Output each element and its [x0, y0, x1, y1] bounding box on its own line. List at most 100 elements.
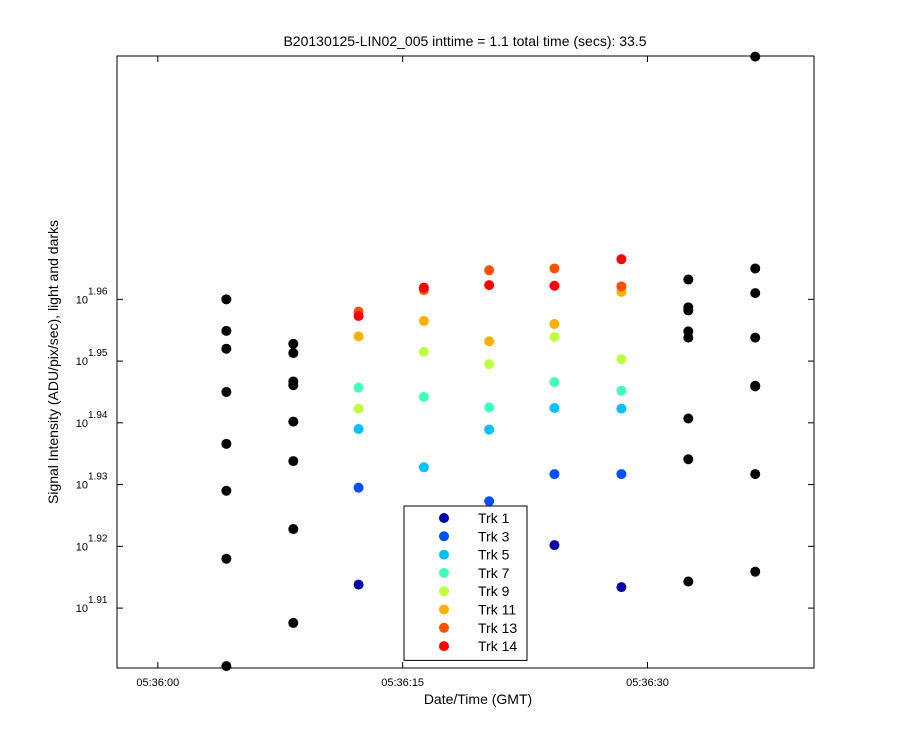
- legend-label: Trk 13: [478, 620, 517, 636]
- data-point-dark: [221, 294, 232, 305]
- data-point-trk-7: [616, 385, 627, 396]
- y-tick-label-base: 10: [76, 356, 88, 368]
- data-point-trk-5: [484, 424, 495, 435]
- data-point-trk-14: [616, 254, 627, 265]
- legend-box: [403, 505, 528, 661]
- data-point-dark: [288, 380, 299, 391]
- legend-label: Trk 5: [478, 547, 510, 563]
- data-point-dark: [288, 338, 299, 349]
- data-point-dark: [221, 343, 232, 354]
- legend-marker: [439, 586, 449, 597]
- legend-marker: [439, 604, 449, 615]
- data-point-trk-3: [616, 469, 627, 480]
- data-point-trk-1: [616, 582, 627, 593]
- data-point-trk-13: [616, 281, 627, 292]
- data-point-trk-3: [353, 482, 364, 493]
- data-point-dark: [683, 274, 694, 285]
- legend-label: Trk 14: [478, 638, 517, 654]
- data-point-trk-1: [549, 540, 560, 551]
- data-point-trk-11: [418, 315, 429, 326]
- data-point-trk-9: [549, 331, 560, 342]
- data-point-dark: [683, 332, 694, 343]
- y-tick-label-exponent: 1.95: [88, 348, 108, 359]
- chart-title: B20130125-LIN02_005 inttime = 1.1 total …: [283, 33, 646, 49]
- legend-marker: [439, 641, 449, 652]
- data-point-dark: [750, 381, 761, 392]
- legend-marker: [439, 531, 449, 542]
- legend-label: Trk 9: [478, 583, 510, 599]
- y-tick-label-base: 10: [76, 294, 88, 306]
- data-point-trk-7: [353, 382, 364, 393]
- data-point-dark: [221, 485, 232, 496]
- y-tick-label-base: 10: [76, 603, 88, 615]
- data-point-trk-9: [353, 403, 364, 414]
- legend-label: Trk 11: [478, 602, 516, 618]
- data-point-trk-7: [484, 402, 495, 413]
- data-point-dark: [221, 553, 232, 564]
- data-point-dark: [750, 332, 761, 343]
- y-tick-label-exponent: 1.93: [88, 472, 108, 483]
- legend-label: Trk 7: [478, 565, 510, 581]
- data-point-trk-11: [484, 336, 495, 347]
- data-point-dark: [288, 416, 299, 427]
- data-point-trk-13: [549, 263, 560, 274]
- data-point-dark: [221, 386, 232, 397]
- data-point-dark: [683, 454, 694, 465]
- data-point-dark: [750, 288, 761, 299]
- data-point-dark: [750, 566, 761, 577]
- y-tick-label-base: 10: [76, 480, 88, 492]
- x-tick-label: 05:36:30: [626, 677, 669, 689]
- x-tick-label: 05:36:15: [381, 677, 424, 689]
- data-point-trk-14: [418, 282, 429, 293]
- data-point-trk-5: [418, 462, 429, 473]
- data-point-trk-5: [549, 403, 560, 414]
- legend-marker: [439, 567, 449, 578]
- data-point-trk-7: [549, 377, 560, 388]
- y-tick-label-exponent: 1.92: [88, 533, 108, 544]
- legend-marker: [439, 622, 449, 633]
- data-point-trk-14: [484, 280, 495, 291]
- data-point-dark: [750, 469, 761, 480]
- data-point-trk-13: [484, 265, 495, 276]
- data-point-trk-3: [549, 469, 560, 480]
- x-tick-label: 05:36:00: [136, 677, 179, 689]
- legend-marker: [439, 513, 449, 523]
- data-point-dark: [288, 456, 299, 467]
- legend: Trk 1 Trk 3 Trk 5 Trk 7 Trk 9 Trk 11 Trk 13 Trk…: [403, 505, 528, 661]
- data-point-dark: [288, 348, 299, 359]
- y-axis-label: Signal Intensity (ADU/pix/sec), light an…: [45, 220, 61, 504]
- data-point-trk-14: [549, 280, 560, 291]
- data-points: [221, 51, 761, 672]
- data-point-trk-5: [353, 424, 364, 435]
- data-point-trk-9: [616, 354, 627, 365]
- data-point-dark: [288, 524, 299, 535]
- legend-label: Trk 3: [478, 528, 510, 544]
- data-point-dark: [750, 51, 761, 62]
- data-point-trk-5: [616, 403, 627, 414]
- legend-label: Trk 1: [478, 510, 510, 526]
- data-point-dark: [221, 325, 232, 336]
- data-point-trk-11: [549, 319, 560, 330]
- data-point-trk-14: [353, 310, 364, 321]
- data-point-dark: [221, 661, 232, 672]
- data-point-trk-9: [418, 346, 429, 357]
- data-point-trk-1: [353, 579, 364, 590]
- x-axis-ticks: 05:36:00 05:36:15 05:36:30: [136, 56, 669, 689]
- data-point-trk-11: [353, 331, 364, 342]
- data-point-dark: [221, 438, 232, 449]
- y-tick-label-exponent: 1.96: [88, 286, 108, 297]
- y-tick-label-base: 10: [76, 418, 88, 430]
- data-point-dark: [288, 617, 299, 628]
- y-tick-label-base: 10: [76, 541, 88, 553]
- data-point-dark: [683, 305, 694, 316]
- data-point-dark: [683, 413, 694, 424]
- legend-marker: [439, 549, 449, 560]
- y-tick-label-exponent: 1.91: [88, 595, 108, 606]
- data-point-trk-7: [418, 391, 429, 402]
- data-point-dark: [750, 263, 761, 274]
- data-point-trk-3: [484, 496, 495, 507]
- data-point-trk-9: [484, 359, 495, 370]
- y-tick-label-exponent: 1.94: [88, 410, 108, 421]
